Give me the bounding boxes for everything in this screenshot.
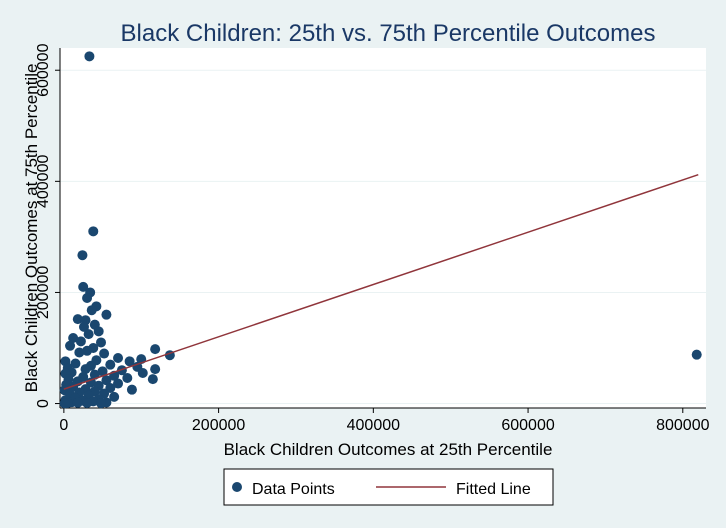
data-point xyxy=(65,340,76,351)
x-axis-ticks: 0 200000 400000 600000 800000 xyxy=(59,408,710,434)
x-tick-label: 600000 xyxy=(501,417,554,434)
data-point xyxy=(137,368,148,378)
data-point xyxy=(77,250,88,261)
data-point xyxy=(86,305,97,316)
data-point xyxy=(147,374,158,385)
x-tick-label: 200000 xyxy=(192,417,245,434)
y-tick-label: 400000 xyxy=(35,155,52,208)
legend-label-data-points: Data Points xyxy=(252,481,335,498)
data-point xyxy=(96,337,107,348)
data-point xyxy=(99,348,110,359)
data-point xyxy=(150,344,161,355)
data-point xyxy=(122,373,133,383)
gridlines xyxy=(60,69,706,405)
x-tick-label: 800000 xyxy=(656,417,709,434)
data-point xyxy=(691,349,702,360)
data-point xyxy=(68,333,79,343)
data-point xyxy=(78,321,89,332)
data-point xyxy=(75,336,86,347)
data-point xyxy=(126,384,137,395)
axes xyxy=(59,48,706,409)
data-point xyxy=(101,375,112,386)
fitted-line-group xyxy=(63,173,699,390)
data-point xyxy=(88,226,99,237)
data-point xyxy=(105,359,116,370)
data-point xyxy=(113,353,124,363)
data-point xyxy=(96,398,107,409)
data-points xyxy=(59,51,702,409)
data-point xyxy=(124,356,135,367)
x-tick-label: 400000 xyxy=(347,417,400,434)
y-tick-label: 0 xyxy=(35,399,52,408)
x-axis-label: Black Children Outcomes at 25th Percenti… xyxy=(224,440,553,459)
data-point xyxy=(97,366,108,377)
legend-marker-data-points xyxy=(232,482,242,492)
data-point xyxy=(101,309,112,320)
y-axis-label: Black Children Outcomes at 75th Percenti… xyxy=(22,64,41,393)
data-point xyxy=(113,378,124,389)
legend-label-fitted-line: Fitted Line xyxy=(456,481,531,498)
chart-title: Black Children: 25th vs. 75th Percentile… xyxy=(121,20,656,47)
data-point xyxy=(85,377,96,388)
y-tick-label: 200000 xyxy=(35,266,52,319)
data-point xyxy=(84,51,95,62)
y-tick-label: 600000 xyxy=(35,43,52,96)
data-point xyxy=(93,326,104,337)
data-point xyxy=(82,345,93,356)
data-point xyxy=(74,347,85,358)
data-point xyxy=(72,397,83,408)
data-point xyxy=(109,391,120,402)
data-point xyxy=(78,281,89,292)
data-point xyxy=(70,358,81,369)
legend: Data Points Fitted Line xyxy=(223,468,554,506)
data-point xyxy=(82,398,93,408)
data-point xyxy=(72,314,83,325)
x-tick-label: 0 xyxy=(59,417,68,434)
plot-area xyxy=(60,48,706,408)
fitted-line xyxy=(63,173,699,390)
data-point xyxy=(150,364,161,375)
data-point xyxy=(59,398,70,409)
data-point xyxy=(80,364,91,375)
y-axis-ticks: 0 200000 400000 600000 xyxy=(35,43,60,408)
data-point xyxy=(83,329,94,340)
data-point xyxy=(82,293,93,303)
